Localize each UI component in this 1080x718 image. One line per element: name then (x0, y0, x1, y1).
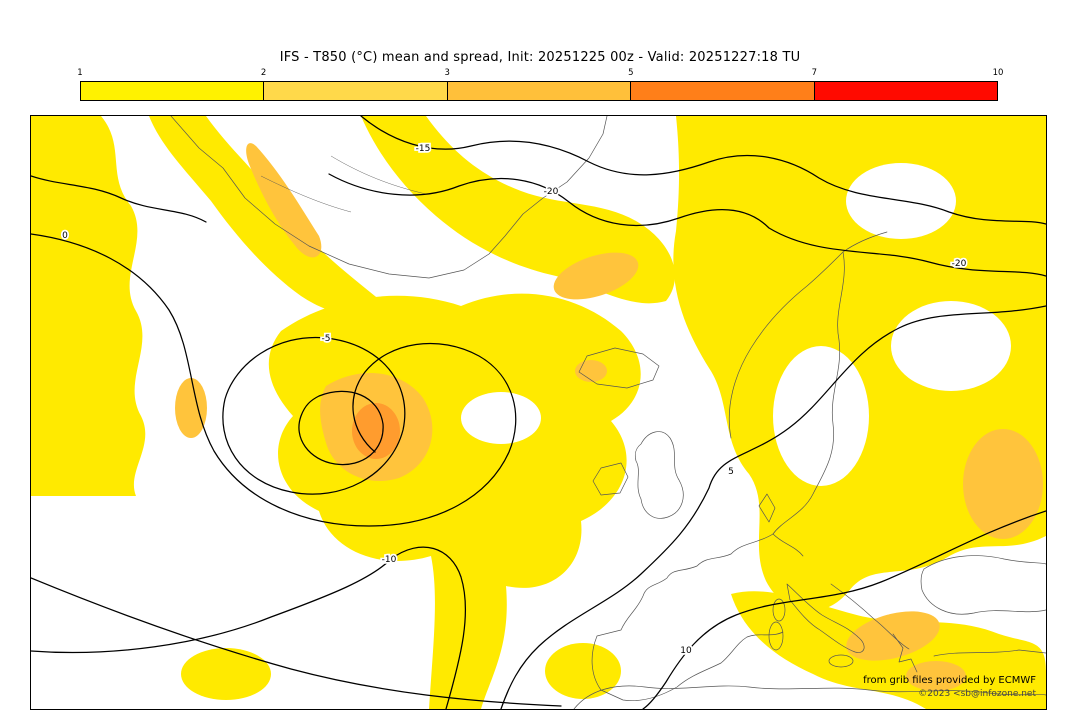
colorbar-segment (446, 82, 631, 100)
colorbar-tick: 10 (992, 68, 1004, 78)
contour-label: 0 (62, 231, 68, 241)
map-svg: 0 -5 -10 -15 -20 -20 5 10 (31, 116, 1046, 709)
contour-label: -15 (416, 144, 431, 154)
attribution: from grib files provided by ECMWF ©2023 … (863, 673, 1036, 702)
colorbar-tick: 2 (260, 68, 267, 78)
colorbar-segment (630, 82, 814, 100)
colorbar-tick-labels: 1 2 3 5 7 10 (77, 68, 1003, 81)
colorbar-tick: 7 (811, 68, 818, 78)
temperature-contour-layer (31, 116, 1046, 709)
contour-label: -10 (382, 555, 397, 565)
colorbar-tick: 5 (628, 68, 634, 78)
coastline-layer (170, 116, 1046, 709)
colorbar-tick: 3 (444, 68, 450, 78)
map-frame: 0 -5 -10 -15 -20 -20 5 10 from grib files provi… (30, 115, 1047, 710)
colorbar-tick: 1 (77, 68, 83, 78)
colorbar: 1 2 3 5 7 10 (77, 68, 1003, 101)
colorbar-segment (263, 82, 447, 100)
spread-fill-layer (31, 116, 1046, 709)
contour-label: 5 (728, 467, 734, 477)
contour-label: 10 (680, 646, 692, 656)
attribution-ecmwf: from grib files provided by ECMWF (863, 674, 1036, 686)
colorbar-segment (81, 82, 264, 100)
contour-label: -5 (322, 334, 331, 344)
contour-label-layer: 0 -5 -10 -15 -20 -20 5 10 (60, 142, 968, 658)
contour-label: -20 (544, 187, 559, 197)
attribution-copyright: ©2023 <sb@infozone.net (918, 688, 1036, 699)
colorbar-scale (80, 81, 998, 101)
map-title: IFS - T850 (°C) mean and spread, Init: 2… (279, 50, 801, 65)
colorbar-segment (813, 82, 998, 100)
contour-label: -20 (952, 259, 967, 269)
